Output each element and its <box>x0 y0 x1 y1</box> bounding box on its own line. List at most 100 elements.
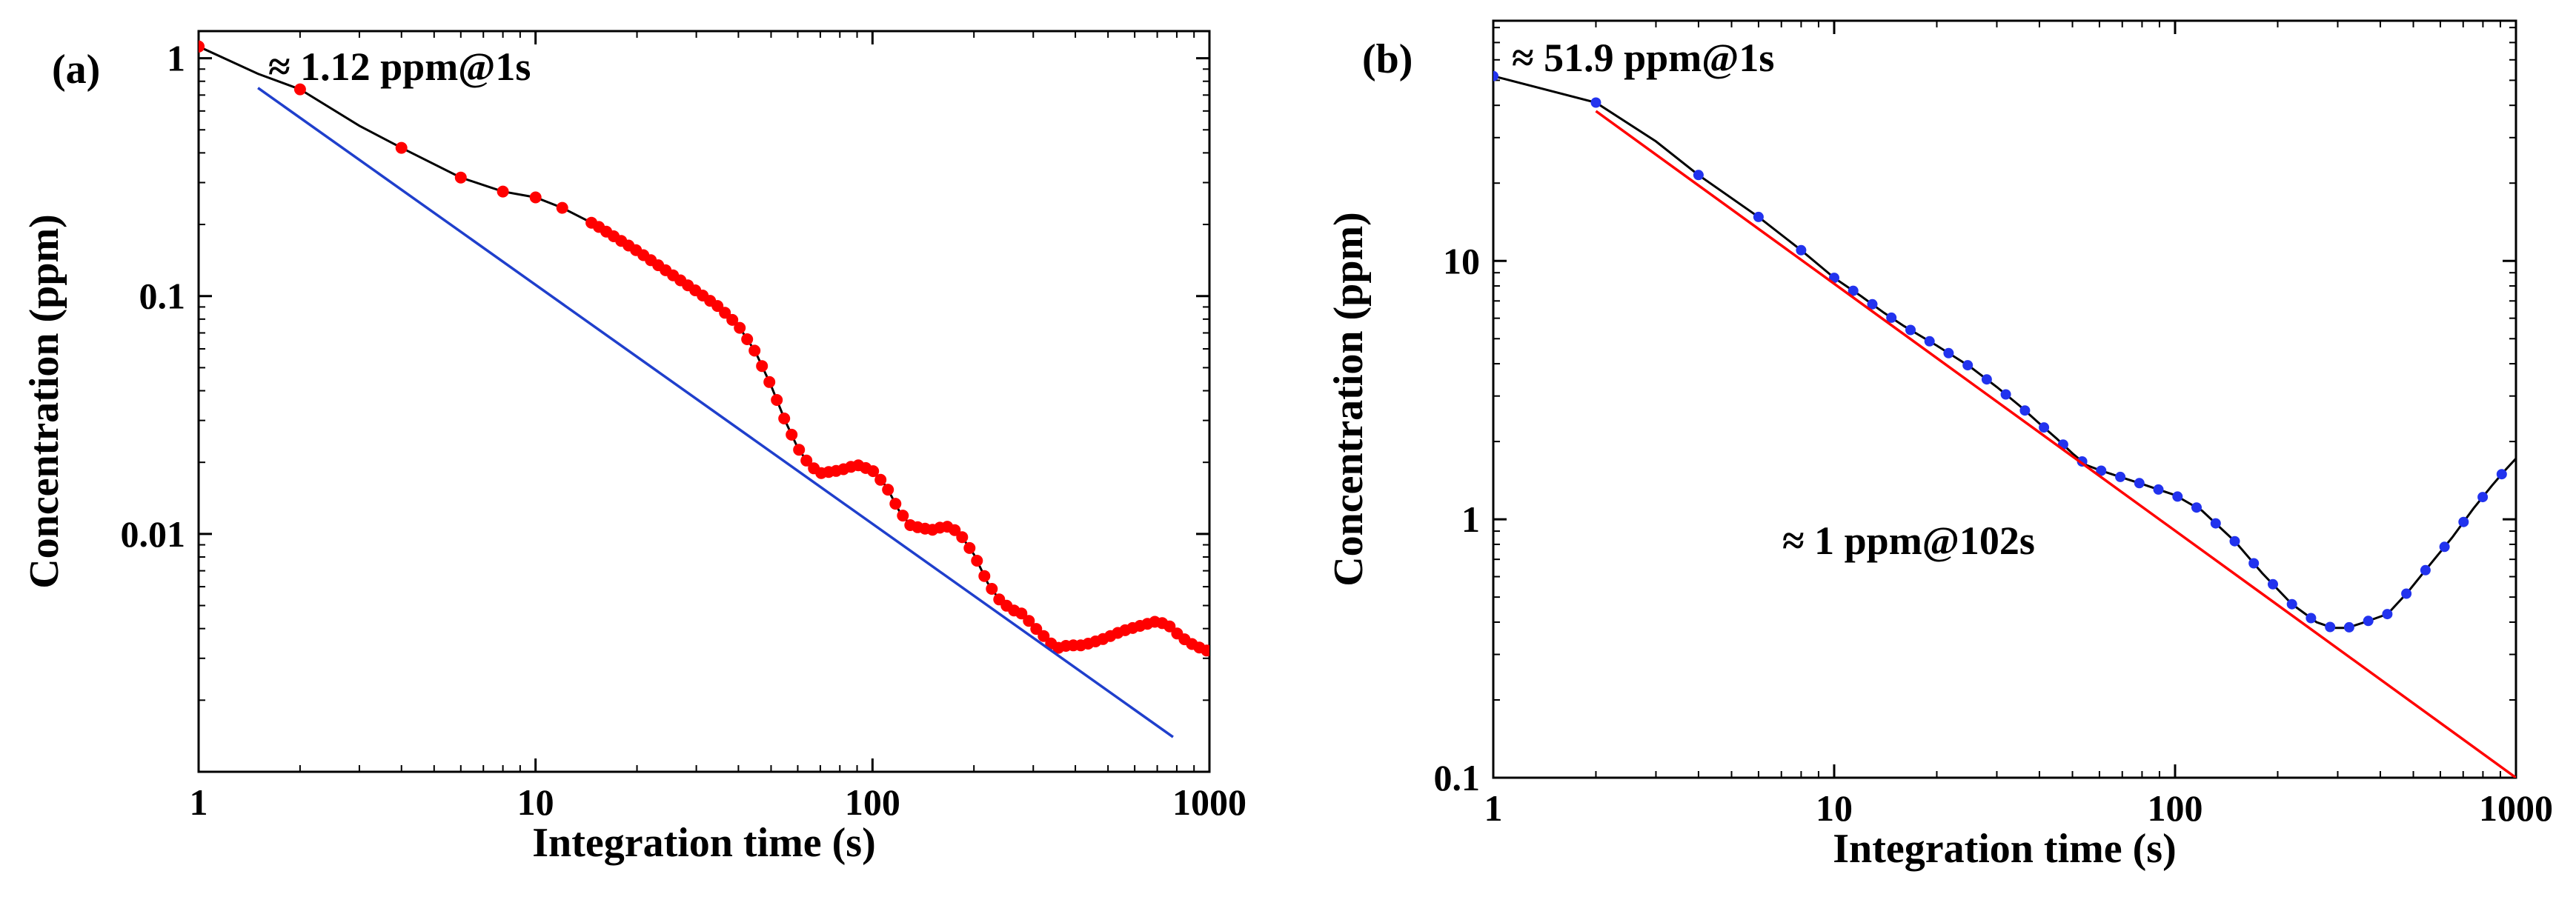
data-point <box>1590 97 1601 108</box>
data-point <box>786 428 798 441</box>
y-axis-title: Concentration (ppm) <box>21 214 67 589</box>
data-point <box>978 570 991 582</box>
data-point <box>882 484 894 496</box>
data-point <box>874 473 887 486</box>
data-point <box>1023 615 1035 627</box>
data-point <box>1030 623 1043 636</box>
annotation-text: ≈ 51.9 ppm@1s <box>1512 36 1774 80</box>
data-point <box>986 583 998 595</box>
data-layer <box>1493 70 2516 778</box>
data-point <box>2477 492 2489 503</box>
data-point <box>867 465 880 478</box>
x-tick-label: 1000 <box>2479 787 2553 829</box>
data-point <box>1848 285 1859 296</box>
data-point <box>763 376 776 388</box>
x-tick-label: 10 <box>1816 787 1853 829</box>
data-point <box>1163 620 1176 633</box>
x-tick-label: 1 <box>1484 787 1503 829</box>
data-point <box>1867 298 1878 310</box>
data-point <box>956 531 969 544</box>
data-point <box>1201 644 1209 657</box>
data-point <box>2325 621 2336 633</box>
data-point <box>889 498 902 510</box>
data-point <box>741 333 754 345</box>
x-axis-title: Integration time (s) <box>1833 826 2176 872</box>
reference-slope-line <box>257 87 1174 738</box>
data-point <box>897 510 909 522</box>
data-point <box>1753 211 1764 222</box>
panel-label: (a) <box>52 47 100 93</box>
data-point <box>719 307 731 319</box>
chart-panel-a: 1 10 100 1000 1 0.1 0.01 Integration time (s) Co… <box>21 30 1246 866</box>
y-axis-title: Concentration (ppm) <box>1326 212 1372 587</box>
y-tick-label: 0.1 <box>139 276 186 317</box>
data-point <box>395 141 408 154</box>
data-point <box>726 313 739 326</box>
annotation-text: ≈ 1.12 ppm@1s <box>268 44 531 89</box>
data-point <box>1015 607 1028 620</box>
x-tick-label: 1000 <box>1172 781 1246 823</box>
data-point <box>800 454 813 467</box>
data-layer <box>199 40 1209 738</box>
data-point <box>529 191 542 204</box>
data-point <box>454 171 467 184</box>
data-point <box>963 541 976 554</box>
data-point <box>711 300 724 313</box>
data-point <box>971 555 983 567</box>
x-tick-label: 10 <box>517 781 554 823</box>
data-point <box>756 360 769 373</box>
data-point <box>1924 336 1935 347</box>
data-point <box>734 321 746 334</box>
data-point <box>2172 491 2183 502</box>
data-point <box>497 185 509 198</box>
y-tick-label: 10 <box>1443 240 1480 281</box>
x-tick-label: 1 <box>190 781 208 823</box>
data-point <box>2096 465 2107 476</box>
data-point <box>1493 70 1498 81</box>
y-tick-label: 0.01 <box>121 513 186 555</box>
data-point <box>2343 621 2354 633</box>
data-point <box>1962 360 1974 371</box>
data-point <box>2439 541 2450 553</box>
data-point <box>2420 564 2431 576</box>
y-tick-label: 0.1 <box>1434 757 1481 798</box>
y-tick-label: 1 <box>167 38 185 79</box>
data-point <box>293 83 306 96</box>
plot-frame <box>1492 19 2517 779</box>
data-point <box>2268 578 2278 590</box>
data-point <box>778 413 791 424</box>
x-tick-label: 100 <box>845 781 900 823</box>
data-point <box>2382 609 2393 620</box>
series-line <box>199 45 1209 653</box>
data-point <box>199 40 205 53</box>
data-point <box>1943 347 1954 358</box>
data-point <box>793 444 806 456</box>
data-point <box>556 201 568 214</box>
annotation-text: ≈ 1 ppm@102s <box>1782 518 2035 563</box>
data-point <box>1796 244 1807 256</box>
data-point <box>748 344 761 357</box>
y-tick-label: 1 <box>1461 498 1480 540</box>
panel-label: (b) <box>1362 36 1413 82</box>
x-axis-title: Integration time (s) <box>532 820 875 866</box>
data-point <box>2363 616 2374 627</box>
data-point <box>2153 484 2164 495</box>
data-point <box>1981 374 1992 385</box>
data-point <box>2248 558 2260 569</box>
data-point <box>2039 422 2050 433</box>
plot-frame <box>197 30 1211 773</box>
data-point <box>2401 588 2412 599</box>
data-point <box>2286 598 2297 610</box>
data-point <box>2458 516 2469 527</box>
data-point <box>2191 502 2202 513</box>
data-point <box>1905 324 1916 336</box>
data-point <box>2019 405 2031 416</box>
data-point <box>2306 613 2317 624</box>
reference-slope-line <box>1595 110 2516 778</box>
data-point <box>1038 630 1050 642</box>
data-point <box>2229 536 2240 547</box>
data-point <box>2000 389 2011 400</box>
data-point <box>2134 478 2145 489</box>
data-point <box>2496 469 2507 480</box>
